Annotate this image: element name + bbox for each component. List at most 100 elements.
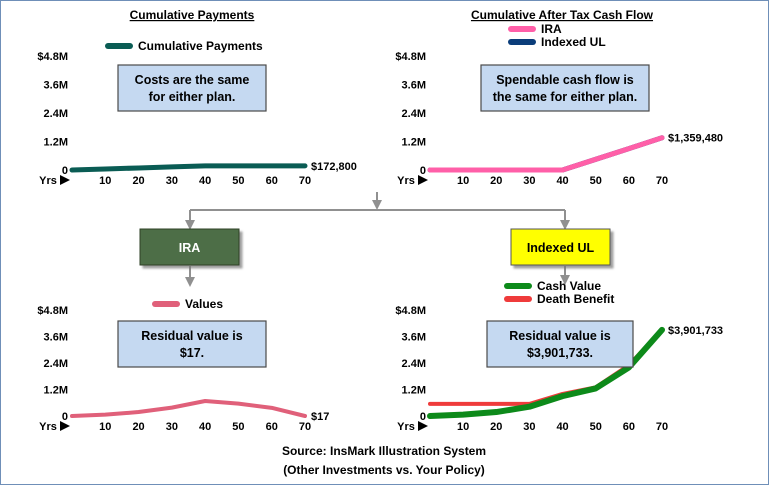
x-axis-label: Yrs [39, 421, 57, 433]
series-line-ira [427, 135, 665, 173]
x-axis-label: Yrs [397, 175, 415, 187]
x-tick-label: 60 [266, 175, 278, 187]
callout-text: $3,901,733. [527, 346, 593, 360]
chart-title: Cumulative Payments [130, 8, 255, 22]
y-tick-label: 2.4M [402, 358, 426, 370]
x-tick-label: 70 [299, 175, 311, 187]
x-tick-label: 70 [656, 175, 668, 187]
x-tick-label: 10 [457, 175, 469, 187]
callout-text: Residual value is [141, 329, 242, 343]
x-tick-label: 40 [556, 175, 568, 187]
y-tick-label: 1.2M [402, 137, 426, 149]
callout-box [117, 64, 267, 112]
x-axis-arrow-icon [418, 175, 428, 185]
end-value-label: $172,800 [311, 161, 357, 173]
connector-arrow-right [560, 220, 570, 230]
callout-text: Costs are the same [135, 73, 250, 87]
callout-text: $17. [180, 346, 204, 360]
chart-panel-1: Cumulative Payments $4.8M 3.6M 2.4M 1.2M 0 Yrs… [37, 8, 356, 187]
x-tick-label: 30 [166, 175, 178, 187]
legend-label: Values [185, 297, 223, 311]
x-tick-label: 60 [266, 421, 278, 433]
y-tick-label: $4.8M [37, 51, 68, 63]
connector-arrow-iul [560, 275, 570, 285]
x-tick-label: 30 [523, 421, 535, 433]
y-tick-label: $4.8M [395, 305, 426, 317]
y-tick-label: 2.4M [44, 108, 68, 120]
chart-panel-3: $4.8M 3.6M 2.4M 1.2M 0 Yrs 10 20 30 40 50 60 70$17 Va… [37, 297, 329, 433]
series-line-indexed-ul [427, 135, 665, 173]
x-tick-label: 70 [656, 421, 668, 433]
x-tick-label: 10 [99, 421, 111, 433]
series-line-values [70, 398, 307, 418]
legend-label: Cash Value [537, 279, 601, 293]
callout-box [480, 64, 650, 112]
y-tick-label: 3.6M [44, 332, 68, 344]
chart-panel-2: Cumulative After Tax Cash Flow $4.8M 3.6M 2… [395, 8, 723, 187]
x-axis-arrow-icon [60, 175, 70, 185]
end-value-label: $17 [311, 411, 329, 423]
callout-box [117, 320, 267, 368]
y-tick-label: 3.6M [402, 332, 426, 344]
legend-label: Indexed UL [541, 35, 606, 49]
flow-connectors [185, 192, 570, 287]
legend-label: Cumulative Payments [138, 39, 263, 53]
ira-box: IRA [139, 228, 240, 266]
y-tick-label: 0 [62, 411, 68, 423]
x-tick-label: 40 [199, 175, 211, 187]
chart-title: Cumulative After Tax Cash Flow [471, 8, 654, 22]
source-line-1: Source: InsMark Illustration System [282, 444, 486, 458]
y-tick-label: $4.8M [395, 51, 426, 63]
connector-arrow-center [372, 200, 382, 210]
chart-panel-4: $4.8M 3.6M 2.4M 1.2M 0 Yrs 10 20 30 40 50 60 70 $3,90… [395, 279, 723, 433]
y-tick-label: 3.6M [44, 80, 68, 92]
callout-box [486, 320, 634, 368]
series-line-cash-value [427, 326, 665, 419]
x-tick-label: 40 [556, 421, 568, 433]
legend-label: Death Benefit [537, 292, 614, 306]
x-tick-label: 50 [590, 421, 602, 433]
x-tick-label: 40 [199, 421, 211, 433]
y-tick-label: 2.4M [402, 108, 426, 120]
y-tick-label: 2.4M [44, 358, 68, 370]
x-tick-label: 70 [299, 421, 311, 433]
connector-arrow-ira [185, 277, 195, 287]
end-value-label: $3,901,733 [668, 325, 723, 337]
y-tick-label: 1.2M [44, 137, 68, 149]
x-tick-label: 50 [590, 175, 602, 187]
y-tick-label: 1.2M [402, 385, 426, 397]
x-tick-label: 50 [232, 175, 244, 187]
legend-label: IRA [541, 22, 562, 36]
y-tick-label: 3.6M [402, 80, 426, 92]
x-tick-label: 60 [623, 175, 635, 187]
x-axis-arrow-icon [418, 421, 428, 431]
x-tick-label: 20 [490, 175, 502, 187]
x-tick-label: 50 [232, 421, 244, 433]
x-tick-label: 20 [132, 421, 144, 433]
callout-text: Residual value is [509, 329, 610, 343]
source-line-2: (Other Investments vs. Your Policy) [283, 463, 485, 477]
callout-text: the same for either plan. [493, 90, 637, 104]
connector-arrow-left [185, 220, 195, 230]
x-tick-label: 30 [523, 175, 535, 187]
callout-text: Spendable cash flow is [496, 73, 634, 87]
x-axis-label: Yrs [397, 421, 415, 433]
x-axis-arrow-icon [60, 421, 70, 431]
x-tick-label: 10 [99, 175, 111, 187]
x-tick-label: 10 [457, 421, 469, 433]
x-tick-label: 20 [490, 421, 502, 433]
x-axis-label: Yrs [39, 175, 57, 187]
y-tick-label: $4.8M [37, 305, 68, 317]
x-tick-label: 20 [132, 175, 144, 187]
x-tick-label: 30 [166, 421, 178, 433]
iul-box-label: Indexed UL [527, 241, 595, 255]
y-tick-label: 1.2M [44, 385, 68, 397]
y-tick-label: 0 [420, 411, 426, 423]
series-line-cumulative-payments [69, 163, 308, 173]
ira-box-label: IRA [179, 241, 201, 255]
y-tick-label: 0 [420, 165, 426, 177]
x-tick-label: 60 [623, 421, 635, 433]
charts-layer: Cumulative Payments $4.8M 3.6M 2.4M 1.2M 0 Yrs… [37, 8, 723, 433]
callout-text: for either plan. [149, 90, 236, 104]
